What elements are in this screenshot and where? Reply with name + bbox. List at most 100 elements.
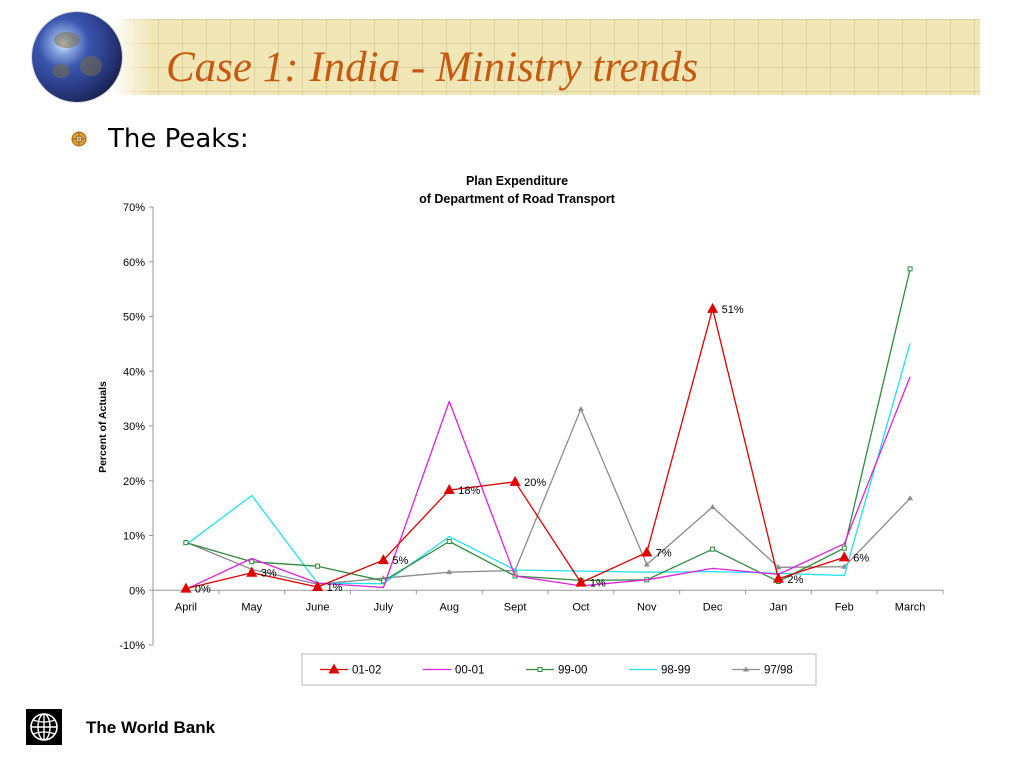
x-tick-label: June bbox=[306, 601, 330, 613]
series-line bbox=[185, 308, 845, 590]
legend-label: 00-01 bbox=[455, 665, 484, 677]
title-band bbox=[62, 19, 980, 95]
data-label: 51% bbox=[722, 304, 744, 316]
data-label: 7% bbox=[656, 547, 672, 559]
x-tick-label: April bbox=[175, 601, 197, 613]
legend-marker bbox=[537, 667, 543, 672]
data-point bbox=[183, 540, 189, 546]
chart-title-line: of Department of Road Transport bbox=[419, 192, 616, 206]
data-point bbox=[772, 572, 784, 583]
legend-label: 99-00 bbox=[558, 665, 587, 677]
x-tick-label: May bbox=[241, 601, 262, 613]
series-99-00 bbox=[183, 266, 913, 584]
y-axis-label: Percent of Actuals bbox=[97, 381, 109, 473]
chart-title-line: Plan Expenditure bbox=[466, 174, 568, 188]
x-tick-label: Aug bbox=[439, 601, 459, 613]
data-point bbox=[377, 554, 389, 565]
data-point bbox=[312, 580, 324, 591]
chart-legend: 01-02 00-01 99-00 98-99 97/98 bbox=[301, 653, 817, 686]
data-point bbox=[315, 563, 321, 569]
globe-land-shape bbox=[52, 64, 70, 78]
data-point bbox=[710, 546, 716, 552]
x-tick-label: March bbox=[895, 601, 926, 613]
data-point bbox=[641, 546, 653, 557]
y-tick-label: 20% bbox=[123, 476, 145, 488]
data-point bbox=[577, 406, 584, 412]
series-97-98 bbox=[182, 406, 914, 587]
data-point bbox=[841, 563, 848, 569]
data-point bbox=[907, 266, 913, 272]
legend-item: 99-00 bbox=[526, 665, 587, 677]
data-point bbox=[443, 484, 455, 495]
data-label: 2% bbox=[787, 574, 803, 586]
globe-land-shape bbox=[54, 32, 80, 48]
globe-land-shape bbox=[80, 56, 102, 76]
y-tick-label: 30% bbox=[123, 421, 145, 433]
y-tick-label: 50% bbox=[123, 312, 145, 324]
line-chart: Plan Expenditure of Department of Road T… bbox=[97, 174, 944, 686]
legend-item: 00-01 bbox=[423, 665, 484, 677]
data-point bbox=[180, 582, 192, 593]
series-line bbox=[185, 376, 911, 590]
x-tick-label: July bbox=[374, 601, 394, 613]
y-tick-label: 40% bbox=[123, 366, 145, 378]
footer-text: The World Bank bbox=[86, 718, 216, 737]
series-line bbox=[185, 408, 911, 585]
legend-item: 98-99 bbox=[629, 665, 690, 677]
legend-item: 01-02 bbox=[320, 663, 381, 677]
y-tick-label: 60% bbox=[123, 257, 145, 269]
legend-marker bbox=[743, 666, 749, 672]
data-point bbox=[446, 539, 452, 545]
x-tick-label: Jan bbox=[770, 601, 788, 613]
data-point bbox=[841, 545, 847, 551]
y-tick-label: -10% bbox=[119, 640, 145, 652]
x-tick-label: Feb bbox=[835, 601, 854, 613]
data-label: 18% bbox=[458, 485, 480, 497]
data-label: 20% bbox=[524, 477, 546, 489]
x-tick-label: Oct bbox=[572, 601, 589, 613]
legend-item: 97/98 bbox=[732, 665, 793, 677]
axes: -10% 0% 10% 20% 30% 40% 50% 60% 70% April May June J… bbox=[119, 202, 944, 652]
legend-label: 01-02 bbox=[352, 665, 381, 677]
data-point bbox=[575, 576, 587, 587]
chart-title: Plan Expenditure of Department of Road T… bbox=[419, 174, 616, 206]
world-bank-logo-icon bbox=[26, 709, 62, 745]
y-tick-label: 10% bbox=[123, 531, 145, 543]
series-line bbox=[185, 343, 911, 585]
series-98-99 bbox=[185, 343, 911, 585]
globe-icon bbox=[32, 12, 122, 102]
legend-label: 97/98 bbox=[764, 665, 793, 677]
data-label: 1% bbox=[327, 582, 343, 594]
data-label: 3% bbox=[261, 568, 277, 580]
series-01-02: 0% 3% 1% 5% 18% 20% 1% 7% 51% 2% 6% bbox=[180, 302, 869, 596]
legend-label: 98-99 bbox=[661, 665, 690, 677]
data-label: 0% bbox=[195, 584, 211, 596]
y-tick-label: 0% bbox=[129, 585, 145, 597]
data-point bbox=[249, 559, 255, 565]
x-tick-label: Dec bbox=[703, 601, 723, 613]
sun-bullet-icon bbox=[71, 131, 87, 147]
data-point bbox=[509, 475, 521, 486]
data-point bbox=[838, 551, 850, 562]
x-tick-label: Nov bbox=[637, 601, 657, 613]
series-00-01 bbox=[185, 376, 911, 590]
legend-frame bbox=[301, 653, 817, 686]
data-point bbox=[709, 504, 716, 510]
bullet-text: The Peaks: bbox=[108, 124, 249, 154]
data-label: 5% bbox=[392, 555, 408, 567]
data-point bbox=[643, 561, 650, 567]
data-point bbox=[446, 569, 453, 575]
y-tick-label: 70% bbox=[123, 202, 145, 214]
data-point bbox=[907, 495, 914, 501]
data-point bbox=[246, 566, 258, 577]
data-label: 6% bbox=[853, 552, 869, 564]
data-point bbox=[707, 302, 719, 313]
series-line bbox=[185, 268, 911, 583]
series-layer: 0% 3% 1% 5% 18% 20% 1% 7% 51% 2% 6% bbox=[180, 266, 914, 596]
slide-title: Case 1: India - Ministry trends bbox=[166, 44, 699, 91]
chart-area: Plan Expenditure of Department of Road T… bbox=[97, 174, 944, 686]
x-tick-label: Sept bbox=[504, 601, 527, 613]
data-label: 1% bbox=[590, 578, 606, 590]
legend-marker bbox=[328, 663, 340, 674]
data-point bbox=[775, 564, 782, 570]
